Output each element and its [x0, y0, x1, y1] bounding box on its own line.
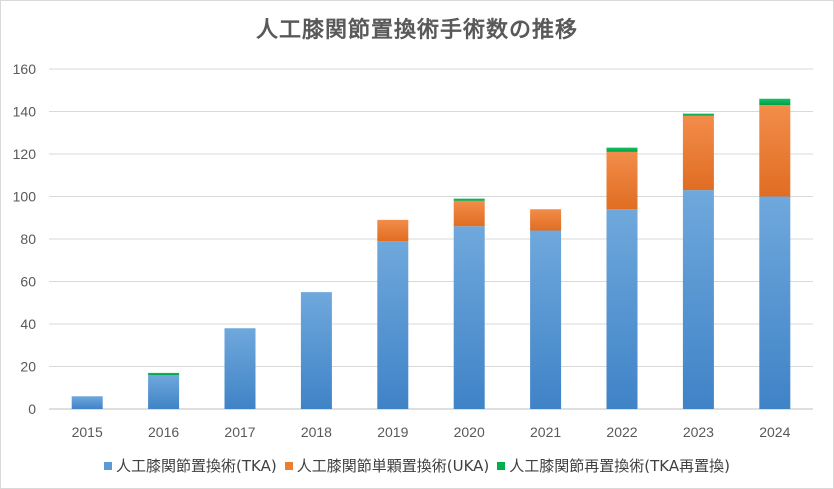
legend-swatch [104, 461, 113, 470]
y-tick-label: 100 [13, 189, 37, 205]
y-tick-label: 80 [20, 231, 36, 247]
legend-item: 人工膝関節再置換術(TKA再置換) [497, 455, 730, 476]
x-axis-labels: 2015 2016 2017 2018 2019 2020 2021 2022 2023 2024 [72, 424, 791, 440]
bar-segment [148, 375, 180, 409]
legend-label: 人工膝関節置換術(TKA) [116, 457, 277, 475]
bar-segment [759, 196, 791, 409]
bar-segment [606, 147, 638, 152]
bar-segment [300, 292, 332, 409]
legend-swatch [497, 461, 506, 470]
bar-segment [71, 396, 103, 409]
x-tick-label: 2020 [454, 424, 485, 440]
y-tick-label: 160 [13, 61, 37, 77]
bar-segment [453, 200, 485, 227]
bar-segment [377, 219, 409, 242]
bar-segment [224, 328, 256, 409]
bar-segment [453, 198, 485, 201]
bar-segment [530, 209, 562, 231]
y-tick-label: 60 [20, 274, 36, 290]
x-tick-label: 2022 [606, 424, 637, 440]
legend: 人工膝関節置換術(TKA) 人工膝関節単顆置換術(UKA) 人工膝関節再置換術(TK… [0, 455, 834, 476]
bar-segment [682, 113, 714, 116]
x-tick-label: 2023 [683, 424, 714, 440]
x-tick-label: 2019 [377, 424, 408, 440]
x-tick-label: 2015 [72, 424, 103, 440]
y-tick-label: 40 [20, 316, 36, 332]
bar-segment [682, 190, 714, 409]
y-tick-label: 0 [28, 401, 36, 417]
bar-segment [530, 230, 562, 409]
bar-segment [759, 105, 791, 197]
bar-segment [759, 98, 791, 106]
bar-segment [148, 372, 180, 375]
legend-label: 人工膝関節単顆置換術(UKA) [296, 457, 490, 475]
bar-segment [606, 209, 638, 409]
bar-segment [682, 115, 714, 191]
bar-segment [453, 226, 485, 409]
chart-title: 人工膝関節置換術手術数の推移 [255, 18, 578, 43]
bars [71, 98, 791, 409]
y-tick-label: 20 [20, 359, 36, 375]
legend-label: 人工膝関節再置換術(TKA再置換) [509, 457, 730, 475]
legend-swatch [284, 461, 293, 470]
x-tick-label: 2018 [301, 424, 332, 440]
legend-item: 人工膝関節単顆置換術(UKA) [284, 455, 490, 476]
x-tick-label: 2017 [224, 424, 255, 440]
legend-item: 人工膝関節置換術(TKA) [104, 455, 277, 476]
x-tick-label: 2016 [148, 424, 179, 440]
bar-segment [606, 151, 638, 210]
y-axis-labels: 0 20 40 60 80 100 120 140 160 [13, 61, 37, 417]
y-tick-label: 140 [13, 104, 37, 120]
x-tick-label: 2024 [759, 424, 790, 440]
bar-segment [377, 241, 409, 409]
x-tick-label: 2021 [530, 424, 561, 440]
y-tick-label: 120 [13, 146, 37, 162]
